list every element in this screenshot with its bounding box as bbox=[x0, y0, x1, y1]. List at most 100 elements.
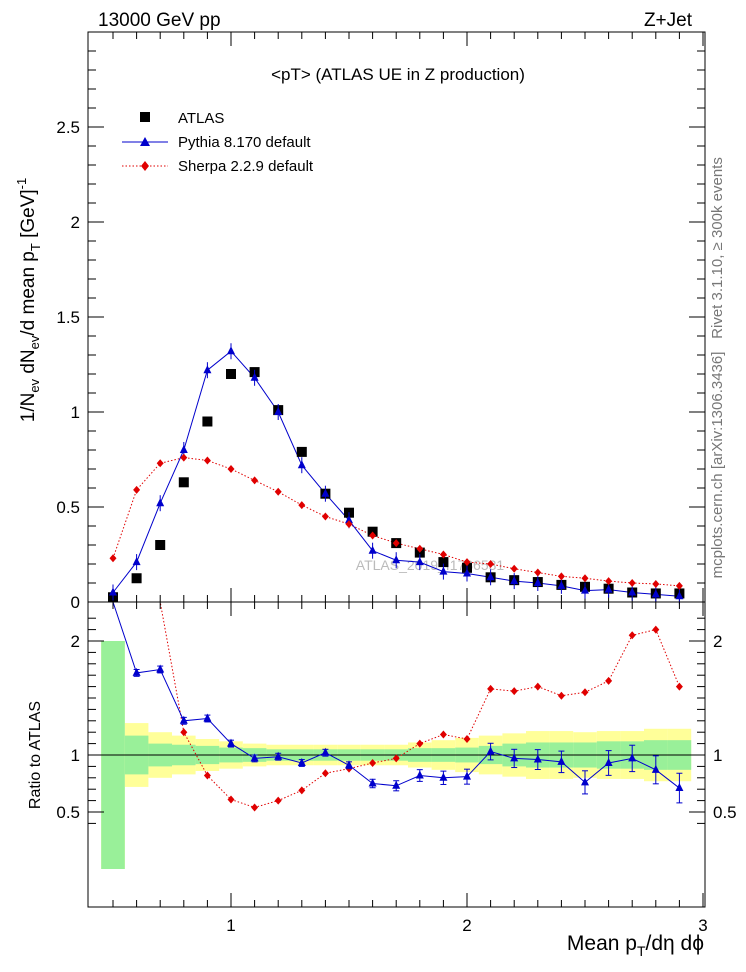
data-point-sherpa bbox=[203, 456, 211, 465]
data-point-atlas bbox=[202, 416, 213, 427]
data-point-sherpa bbox=[628, 579, 636, 587]
data-point-atlas bbox=[296, 446, 307, 457]
data-point-sherpa bbox=[557, 572, 565, 581]
header-left: 13000 GeV pp bbox=[98, 10, 221, 31]
main-panel: 0 0.5 1 1.5 2 2.5 ATLAS_2019_I1736531 <pT> (A… bbox=[14, 31, 706, 612]
data-point-sherpa bbox=[274, 487, 282, 496]
ratio-point-sherpa bbox=[274, 796, 282, 805]
data-point-sherpa bbox=[487, 560, 495, 568]
x-tick-label: 3 bbox=[698, 916, 707, 935]
ratio-panel: 0.5 0.5 1 1 2 2 1 2 3 Ratio to ATLAS Mean pT/dη … bbox=[27, 601, 737, 959]
data-point-pythia bbox=[156, 498, 165, 507]
ratio-y-tick-label: 2 bbox=[71, 632, 80, 651]
data-point-sherpa bbox=[133, 485, 141, 494]
ratio-point-pythia bbox=[156, 664, 165, 673]
data-point-sherpa bbox=[581, 574, 589, 583]
data-point-sherpa bbox=[463, 558, 471, 567]
ratio-point-pythia bbox=[604, 757, 613, 766]
ratio-point-pythia bbox=[179, 715, 188, 724]
data-point-sherpa bbox=[109, 554, 117, 563]
ratio-point-pythia bbox=[510, 753, 519, 762]
ratio-point-pythia bbox=[203, 713, 212, 722]
legend-label-atlas: ATLAS bbox=[178, 110, 224, 127]
data-point-sherpa bbox=[156, 459, 164, 468]
ratio-point-sherpa bbox=[675, 682, 683, 691]
data-point-pythia bbox=[392, 555, 401, 564]
main-y-axis-label: 1/Nev dNev/d mean pT [GeV]-1 bbox=[14, 178, 43, 423]
legend-marker-sherpa bbox=[141, 161, 149, 171]
y-tick-label: 2 bbox=[71, 213, 80, 232]
data-point-sherpa bbox=[675, 581, 683, 590]
ratio-point-sherpa bbox=[510, 687, 518, 696]
main-series bbox=[108, 343, 685, 605]
ratio-y-tick-label-right: 1 bbox=[713, 746, 722, 765]
data-point-pythia bbox=[297, 460, 306, 469]
y-tick-label: 1.5 bbox=[56, 308, 80, 327]
data-point-pythia bbox=[415, 557, 424, 566]
data-point-pythia bbox=[675, 591, 684, 600]
data-point-sherpa bbox=[345, 520, 353, 529]
data-point-pythia bbox=[274, 407, 283, 415]
data-point-pythia bbox=[581, 585, 589, 594]
data-point-sherpa bbox=[369, 531, 377, 540]
data-point-sherpa bbox=[534, 568, 542, 577]
ratio-point-sherpa bbox=[581, 688, 589, 697]
legend-label-sherpa: Sherpa 2.2.9 default bbox=[178, 158, 314, 175]
ratio-point-pythia bbox=[486, 746, 495, 755]
data-point-pythia bbox=[439, 566, 448, 575]
data-point-atlas bbox=[155, 540, 166, 550]
data-point-pythia bbox=[510, 576, 519, 585]
chart-title: <pT> (ATLAS UE in Z production) bbox=[271, 65, 525, 84]
ratio-point-pythia bbox=[557, 756, 566, 765]
ratio-point-pythia bbox=[345, 760, 353, 769]
data-point-pythia bbox=[533, 578, 542, 586]
data-point-pythia bbox=[321, 488, 330, 497]
ratio-point-sherpa bbox=[251, 803, 259, 812]
data-point-pythia bbox=[368, 545, 377, 554]
ratio-point-sherpa bbox=[416, 739, 424, 748]
data-point-pythia bbox=[179, 445, 188, 453]
legend-marker-atlas bbox=[140, 112, 150, 122]
ratio-point-sherpa bbox=[557, 691, 565, 700]
legend: ATLAS Pythia 8.170 default Sherpa 2.2.9 … bbox=[122, 110, 314, 175]
x-tick-label: 2 bbox=[462, 916, 471, 935]
data-point-sherpa bbox=[392, 539, 400, 548]
data-point-pythia bbox=[203, 365, 212, 374]
legend-marker-pythia bbox=[140, 137, 150, 146]
main-axis-ticks: 0 0.5 1 1.5 2 2.5 bbox=[56, 32, 705, 612]
data-point-pythia bbox=[651, 589, 660, 598]
ratio-point-pythia bbox=[321, 747, 330, 756]
data-point-pythia bbox=[227, 346, 235, 355]
ratio-point-sherpa bbox=[321, 769, 329, 778]
header-right: Z+Jet bbox=[644, 10, 693, 31]
y-tick-label: 0 bbox=[71, 593, 80, 612]
y-tick-label: 0.5 bbox=[56, 498, 80, 517]
x-axis-label: Mean pT/dη dϕ bbox=[567, 932, 704, 959]
data-point-pythia bbox=[345, 515, 353, 524]
data-point-pythia bbox=[109, 587, 117, 596]
data-point-pythia bbox=[628, 587, 637, 596]
data-point-atlas bbox=[438, 557, 449, 568]
data-point-atlas bbox=[178, 477, 189, 488]
ratio-point-sherpa bbox=[203, 771, 211, 780]
ratio-point-pythia bbox=[250, 753, 259, 762]
ratio-point-sherpa bbox=[534, 682, 542, 691]
ratio-y-tick-label-right: 2 bbox=[713, 632, 722, 651]
ratio-point-pythia bbox=[392, 780, 401, 789]
legend-label-pythia: Pythia 8.170 default bbox=[178, 134, 311, 151]
ratio-point-pythia bbox=[463, 771, 471, 780]
data-point-sherpa bbox=[652, 579, 660, 588]
ratio-point-pythia bbox=[368, 778, 377, 787]
data-point-atlas bbox=[131, 573, 142, 584]
ratio-point-sherpa bbox=[487, 684, 495, 693]
ratio-y-tick-label-right: 0.5 bbox=[713, 803, 737, 822]
ratio-point-sherpa bbox=[652, 625, 660, 634]
ratio-point-pythia bbox=[439, 772, 448, 781]
ratio-y-tick-label: 1 bbox=[71, 746, 80, 765]
ratio-point-pythia bbox=[651, 764, 660, 773]
data-point-pythia bbox=[604, 584, 613, 593]
ratio-point-sherpa bbox=[439, 730, 447, 739]
ratio-point-pythia bbox=[581, 777, 589, 786]
data-point-pythia bbox=[250, 372, 259, 381]
